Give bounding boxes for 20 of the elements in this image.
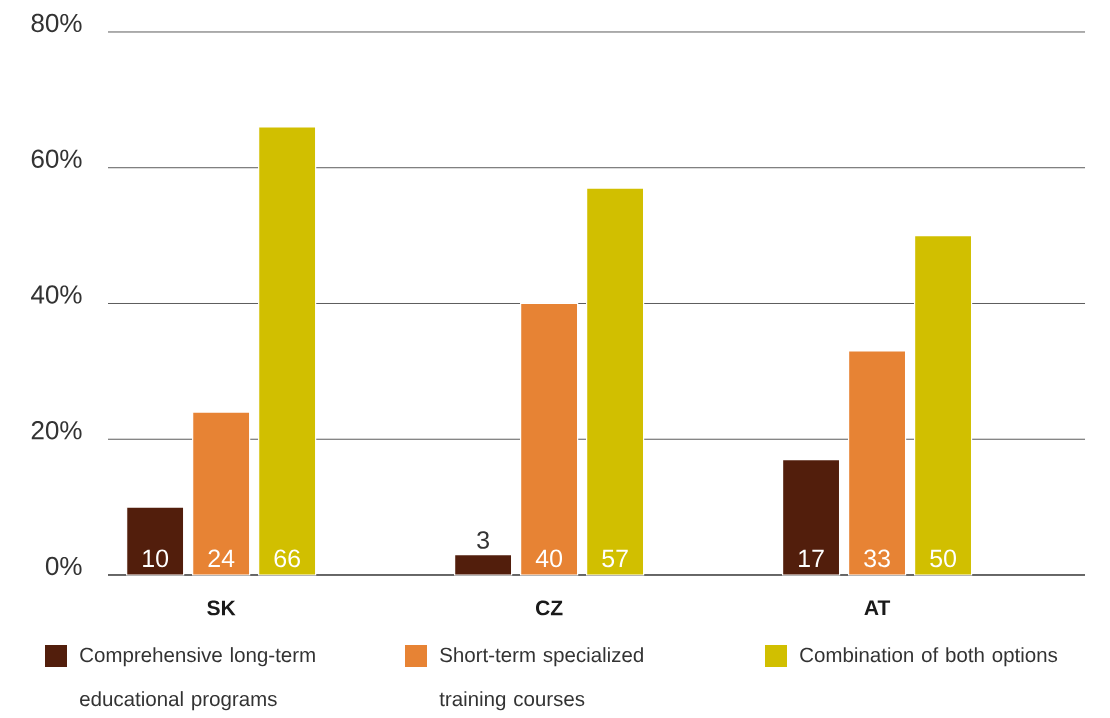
y-tick-label: 20% [31, 421, 82, 440]
data-label: 40 [535, 549, 563, 568]
data-label: 24 [208, 549, 235, 567]
y-tick-label: 40% [31, 285, 82, 304]
x-tick-label: AT [864, 600, 891, 615]
data-label: 57 [602, 549, 628, 568]
data-label: 3 [477, 531, 489, 549]
legend-label: Combination of both options [800, 647, 1058, 667]
text: Comprehensive long-term educational programs [80, 647, 315, 711]
y-tick-label: 80% [31, 13, 82, 33]
data-label: 17 [799, 549, 824, 567]
y-tick-label: 60% [31, 149, 82, 168]
data-label: 33 [864, 549, 890, 568]
y-tick-label: 0% [45, 556, 82, 576]
text: Short-term specialized training courses [439, 647, 643, 711]
data-label: 50 [930, 549, 956, 568]
x-tick-label: CZ [535, 600, 563, 616]
data-label: 10 [143, 549, 169, 568]
data-label: 66 [274, 549, 300, 568]
x-tick-label: SK [207, 600, 236, 616]
